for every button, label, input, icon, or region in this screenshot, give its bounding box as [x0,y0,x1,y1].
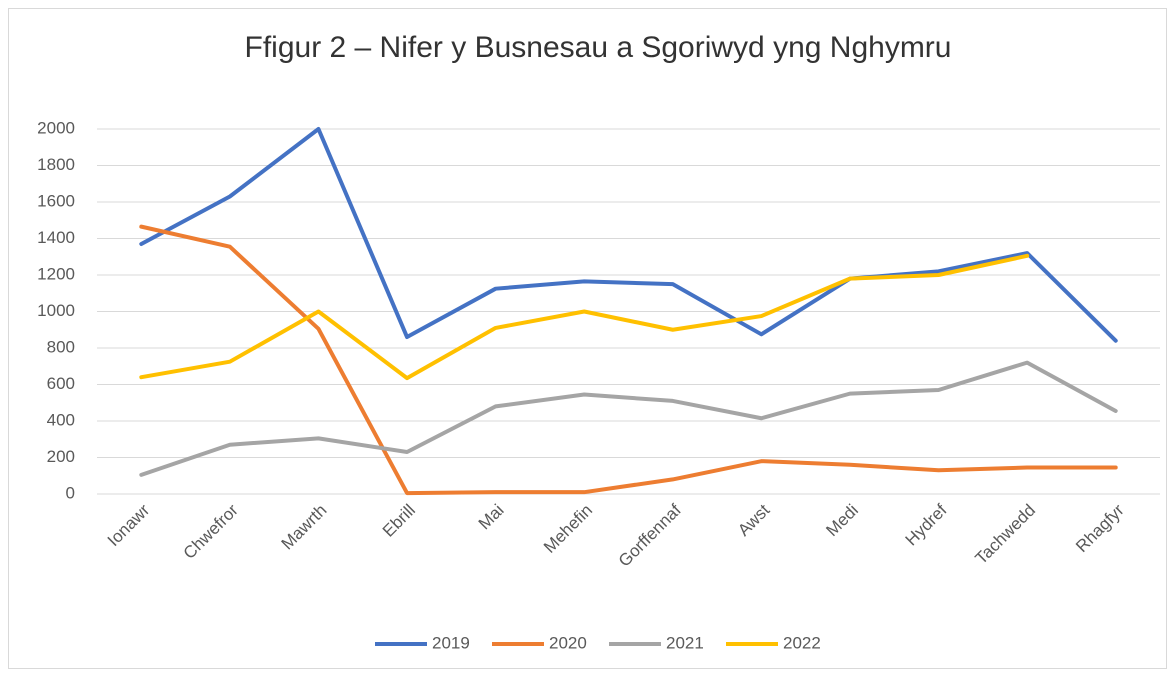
y-tick-label: 2000 [37,118,75,137]
series-line [139,253,1030,381]
chart-border [8,8,1167,669]
y-tick-label: 800 [47,337,75,356]
series-line [139,224,1118,496]
y-tick-label: 1000 [37,301,75,320]
legend-label: 2022 [783,633,821,652]
y-tick-label: 1600 [37,191,75,210]
y-tick-label: 600 [47,374,75,393]
legend-label: 2019 [432,633,470,652]
y-tick-label: 200 [47,447,75,466]
y-tick-label: 400 [47,410,75,429]
legend-label: 2020 [549,633,587,652]
series-line [139,127,1118,343]
y-tick-label: 0 [66,483,75,502]
y-tick-label: 1200 [37,264,75,283]
series-line [139,360,1118,477]
y-tick-label: 1400 [37,228,75,247]
chart-title: Ffigur 2 – Nifer y Busnesau a Sgoriwyd y… [245,31,952,64]
legend-label: 2021 [666,633,704,652]
y-tick-label: 1800 [37,155,75,174]
